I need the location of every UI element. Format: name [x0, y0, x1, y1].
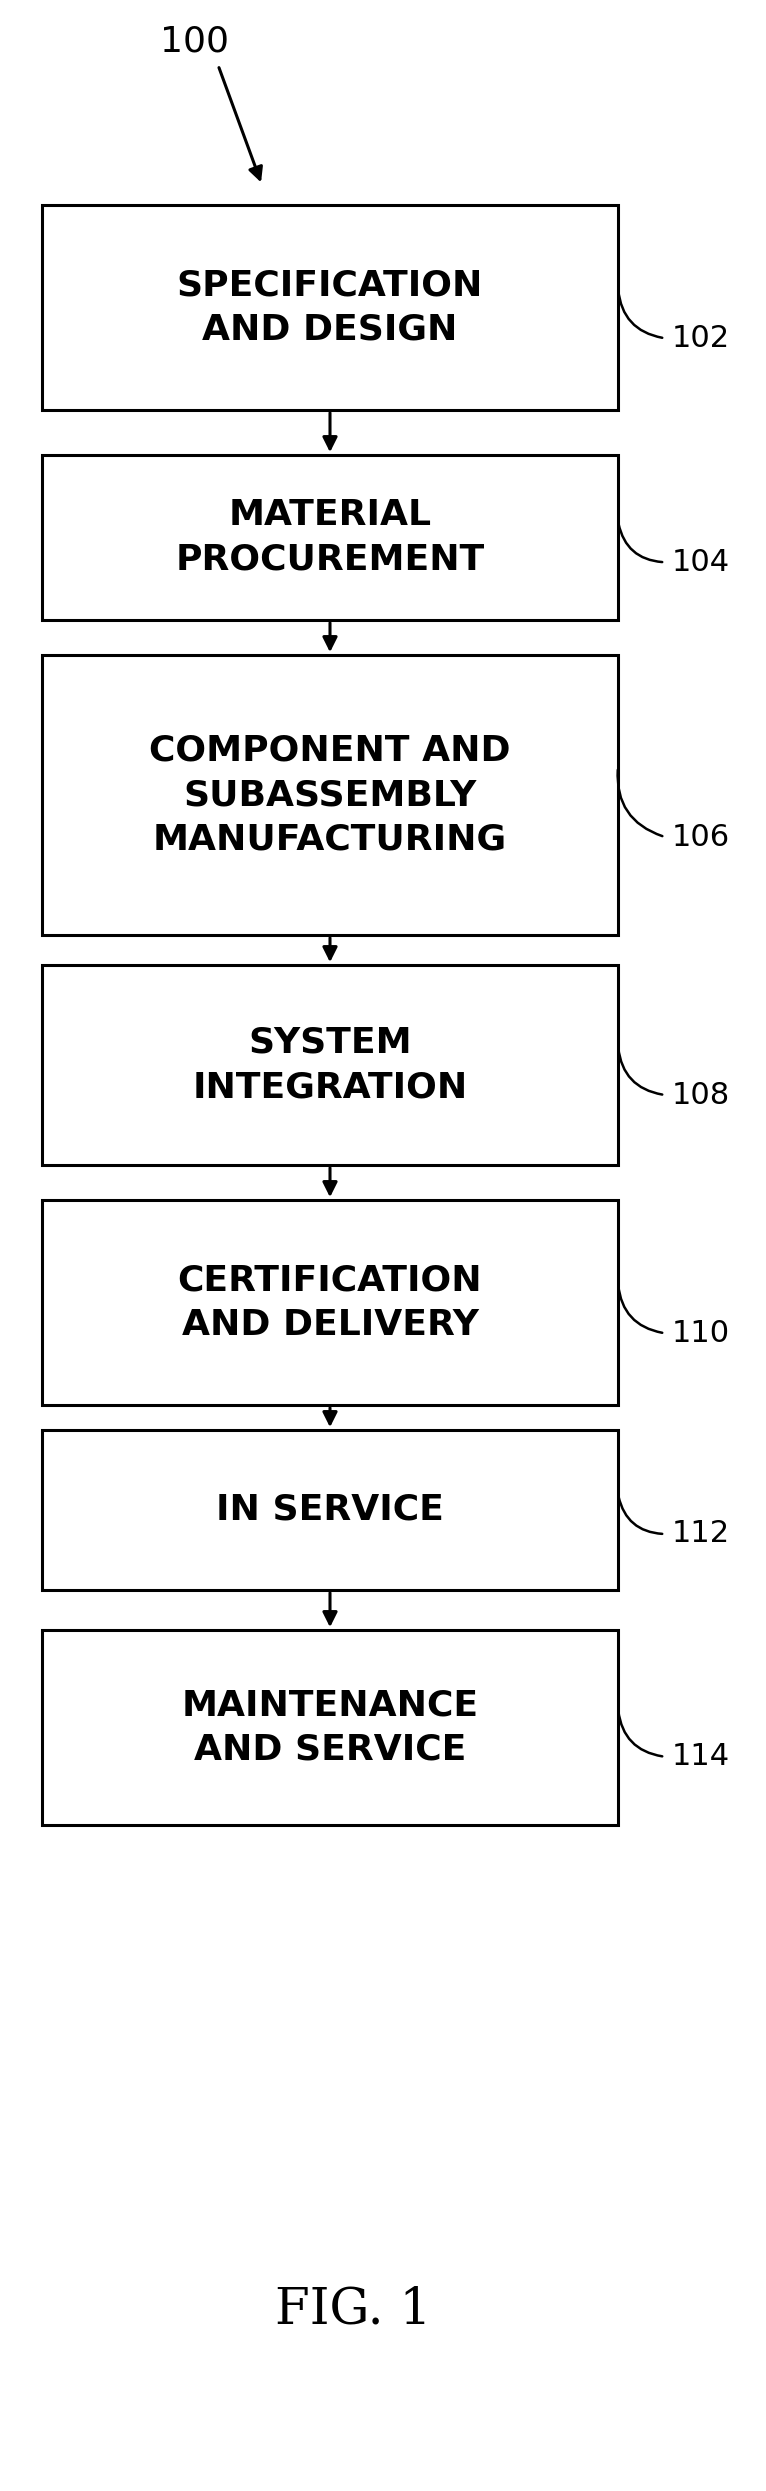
Text: CERTIFICATION
AND DELIVERY: CERTIFICATION AND DELIVERY	[178, 1263, 483, 1343]
Bar	[42, 655, 618, 934]
Bar	[42, 456, 618, 620]
Text: 114: 114	[672, 1741, 730, 1771]
Text: SPECIFICATION
AND DESIGN: SPECIFICATION AND DESIGN	[177, 269, 483, 346]
Text: COMPONENT AND
SUBASSEMBLY
MANUFACTURING: COMPONENT AND SUBASSEMBLY MANUFACTURING	[149, 732, 511, 857]
Text: 106: 106	[672, 822, 730, 852]
Text: SYSTEM
INTEGRATION: SYSTEM INTEGRATION	[192, 1026, 467, 1104]
Text: 102: 102	[672, 324, 730, 354]
Bar	[42, 964, 618, 1166]
Text: 112: 112	[672, 1520, 730, 1549]
Text: 100: 100	[161, 25, 230, 60]
Text: IN SERVICE: IN SERVICE	[216, 1492, 444, 1527]
Text: FIG. 1: FIG. 1	[275, 2284, 431, 2334]
Text: MATERIAL
PROCUREMENT: MATERIAL PROCUREMENT	[175, 498, 485, 578]
Bar	[42, 1201, 618, 1405]
Text: MAINTENANCE
AND SERVICE: MAINTENANCE AND SERVICE	[182, 1689, 479, 1766]
Bar	[42, 1629, 618, 1826]
Bar	[42, 204, 618, 411]
Text: 110: 110	[672, 1318, 730, 1348]
Text: 104: 104	[672, 548, 730, 578]
Text: 108: 108	[672, 1081, 730, 1108]
Bar	[42, 1430, 618, 1589]
